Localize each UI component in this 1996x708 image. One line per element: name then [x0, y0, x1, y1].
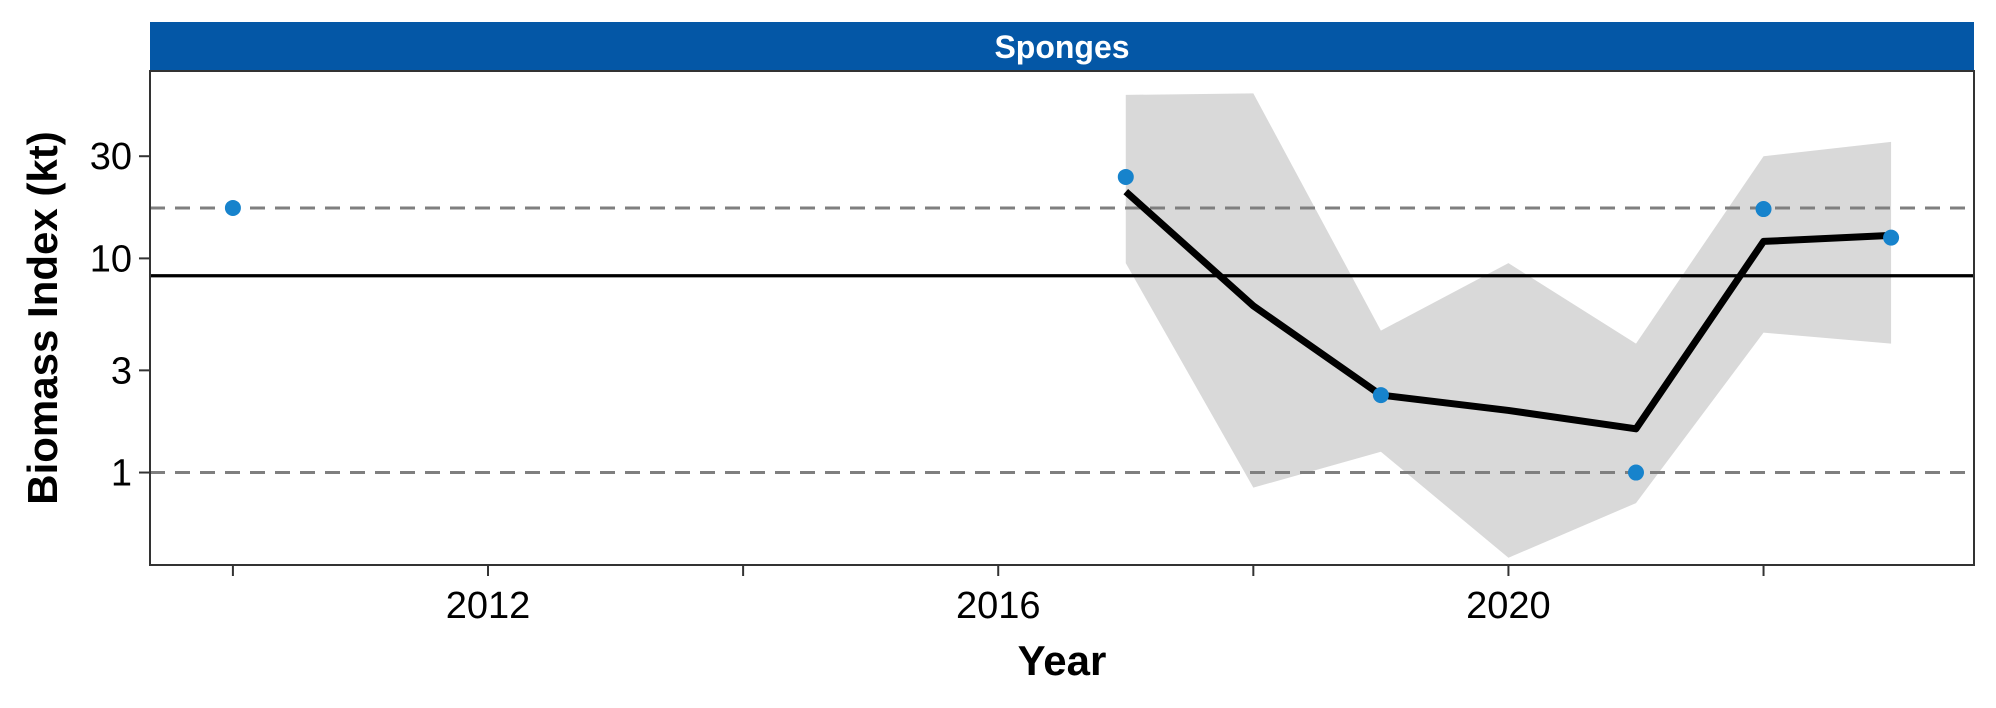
y-tick-label-10: 10: [90, 238, 132, 280]
plot-border: [149, 70, 1975, 566]
x-tick-label-2020: 2020: [1466, 585, 1551, 627]
axes: 2012 2016 2020 1 3 10 30: [90, 136, 1765, 627]
x-tick-label-2012: 2012: [446, 585, 531, 627]
data-point-2019: [1372, 387, 1389, 404]
panel-title: Sponges: [994, 29, 1129, 65]
x-axis-title: Year: [1018, 637, 1107, 684]
panel-strip-background: [150, 22, 1974, 71]
confidence-band: [1125, 93, 1892, 558]
data-point-2017: [1117, 168, 1134, 185]
y-tick-label-30: 30: [90, 136, 132, 178]
plot-area: [150, 93, 1974, 558]
data-point-2010: [224, 199, 241, 216]
y-axis-title: Biomass Index (kt): [19, 131, 66, 504]
data-point-2022: [1755, 201, 1772, 218]
data-point-2021: [1627, 464, 1644, 481]
data-point-2023: [1883, 229, 1900, 246]
y-tick-label-3: 3: [111, 350, 132, 392]
y-tick-label-1: 1: [111, 453, 132, 495]
fitted-trend-line: [1123, 189, 1892, 433]
x-tick-label-2016: 2016: [956, 585, 1041, 627]
panel-strip: Sponges: [150, 22, 1974, 71]
